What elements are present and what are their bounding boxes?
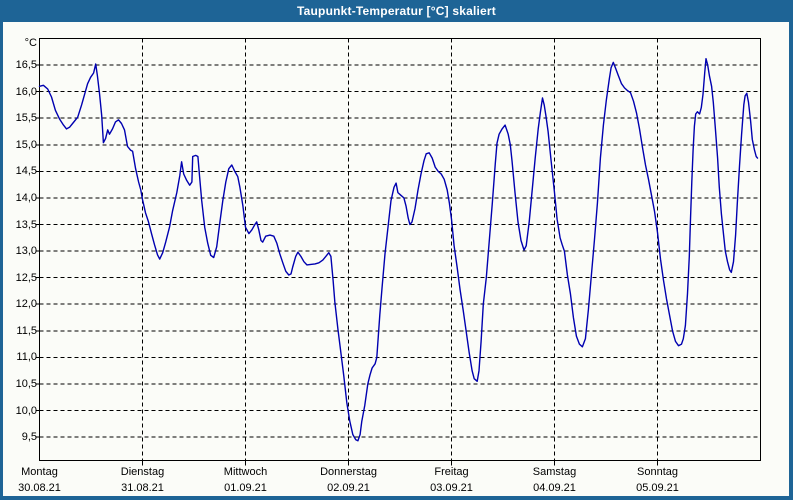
y-axis-unit-label: °C	[24, 37, 37, 49]
y-tick-label: 13,0	[15, 245, 37, 258]
window-border-right	[789, 22, 793, 500]
y-tick-label: 16,5	[15, 59, 37, 72]
page-margin	[793, 0, 800, 500]
day-name-label: Montag	[21, 466, 58, 478]
day-date-label: 01.09.21	[224, 482, 267, 494]
dewpoint-line	[38, 58, 759, 442]
y-tick-label: 16,0	[15, 85, 37, 98]
y-tick-label: 15,0	[15, 138, 37, 151]
window-border-left	[0, 22, 3, 500]
day-name-label: Mittwoch	[223, 466, 268, 478]
y-tick-label: 13,5	[15, 218, 37, 231]
day-date-label: 30.08.21	[18, 482, 61, 494]
day-name-label: Sonntag	[637, 466, 678, 478]
chart-title: Taupunkt-Temperatur [°C] skaliert	[297, 4, 496, 18]
y-tick-label: 11,5	[16, 324, 37, 337]
day-name-label: Donnerstag	[320, 466, 377, 478]
day-date-label: 03.09.21	[430, 482, 473, 494]
y-tick-label: 12,0	[15, 298, 37, 311]
day-date-label: 05.09.21	[636, 482, 679, 494]
y-tick-label: 14,0	[15, 191, 37, 204]
plot-frame	[39, 38, 761, 461]
y-tick-label: 10,0	[15, 404, 37, 417]
day-name-label: Dienstag	[120, 466, 165, 478]
y-tick-label: 11,0	[16, 351, 37, 364]
y-tick-label: 14,5	[15, 165, 37, 178]
window-border-bottom	[0, 496, 793, 500]
day-date-label: 04.09.21	[533, 482, 576, 494]
y-tick-label: 10,5	[15, 377, 37, 390]
y-tick-label: 12,5	[15, 271, 37, 284]
day-date-label: 31.08.21	[121, 482, 164, 494]
day-date-label: 02.09.21	[327, 482, 370, 494]
chart-title-bar: Taupunkt-Temperatur [°C] skaliert	[0, 0, 793, 22]
day-name-label: Freitag	[434, 466, 469, 478]
y-tick-label: 9,5	[21, 431, 37, 444]
y-tick-label: 15,5	[15, 112, 37, 125]
day-name-label: Samstag	[532, 466, 577, 478]
